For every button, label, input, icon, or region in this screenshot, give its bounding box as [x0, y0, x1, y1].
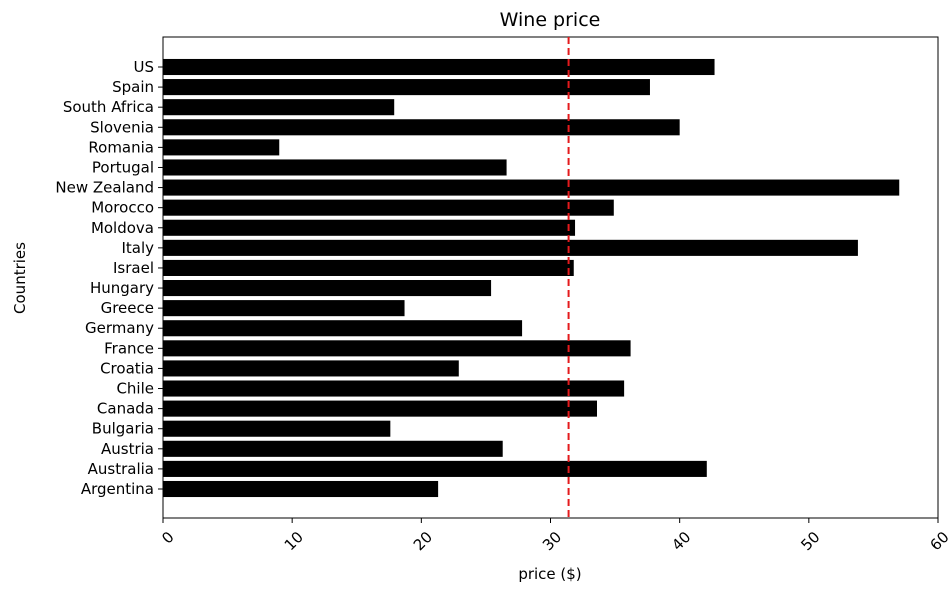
- bar-hungary: [163, 280, 492, 297]
- bar-australia: [163, 460, 707, 477]
- bar-austria: [163, 440, 503, 457]
- bar-south-africa: [163, 99, 395, 116]
- bar-chile: [163, 380, 625, 397]
- y-tick-label-moldova: Moldova: [91, 219, 154, 237]
- y-tick-label-argentina: Argentina: [81, 480, 154, 498]
- y-tick-label-israel: Israel: [113, 259, 154, 277]
- y-tick-label-romania: Romania: [88, 138, 154, 156]
- x-tick-label: 40: [668, 528, 694, 554]
- y-tick-label-italy: Italy: [121, 239, 154, 257]
- bar-croatia: [163, 360, 459, 377]
- bar-morocco: [163, 199, 614, 216]
- y-tick-label-australia: Australia: [88, 460, 154, 478]
- x-tick-label: 0: [158, 528, 177, 547]
- bar-us: [163, 58, 715, 76]
- y-tick-label-croatia: Croatia: [100, 359, 154, 377]
- x-tick-label: 30: [539, 528, 565, 554]
- bar-germany: [163, 320, 523, 337]
- bar-canada: [163, 400, 597, 417]
- bars-group: [163, 58, 900, 498]
- bar-israel: [163, 259, 574, 276]
- y-tick-label-us: US: [133, 58, 154, 76]
- y-tick-label-chile: Chile: [116, 380, 154, 398]
- bar-new-zealand: [163, 179, 900, 196]
- y-tick-label-slovenia: Slovenia: [90, 118, 154, 136]
- bar-romania: [163, 139, 280, 156]
- y-tick-label-portugal: Portugal: [92, 158, 154, 176]
- bar-italy: [163, 239, 858, 256]
- x-tick-label: 10: [281, 528, 307, 554]
- y-tick-label-hungary: Hungary: [90, 279, 154, 297]
- chart-title: Wine price: [500, 9, 601, 31]
- y-tick-label-south-africa: South Africa: [63, 98, 154, 116]
- x-axis-label: price ($): [518, 565, 581, 583]
- y-axis-label: Countries: [11, 242, 29, 314]
- bar-slovenia: [163, 119, 680, 136]
- y-tick-label-germany: Germany: [85, 319, 154, 337]
- y-tick-label-morocco: Morocco: [91, 199, 154, 217]
- y-tick-label-bulgaria: Bulgaria: [92, 420, 154, 438]
- bar-moldova: [163, 219, 576, 236]
- x-tick-label: 20: [410, 528, 436, 554]
- bar-argentina: [163, 480, 439, 498]
- bar-spain: [163, 79, 650, 96]
- bar-portugal: [163, 159, 507, 176]
- y-tick-label-spain: Spain: [112, 78, 154, 96]
- x-axis-ticks: 0 10 20 30 40 50 60: [158, 518, 948, 554]
- x-tick-label: 60: [927, 528, 948, 554]
- y-tick-label-austria: Austria: [101, 440, 154, 458]
- y-axis-ticks: Argentina Australia Austria Bulgaria Canada C…: [55, 58, 163, 498]
- y-tick-label-canada: Canada: [97, 400, 154, 418]
- y-tick-label-france: France: [104, 339, 154, 357]
- x-tick-label: 50: [797, 528, 823, 554]
- y-tick-label-new-zealand: New Zealand: [55, 179, 154, 197]
- bar-bulgaria: [163, 420, 391, 437]
- bar-greece: [163, 300, 405, 317]
- bar-france: [163, 340, 631, 357]
- y-tick-label-greece: Greece: [101, 299, 154, 317]
